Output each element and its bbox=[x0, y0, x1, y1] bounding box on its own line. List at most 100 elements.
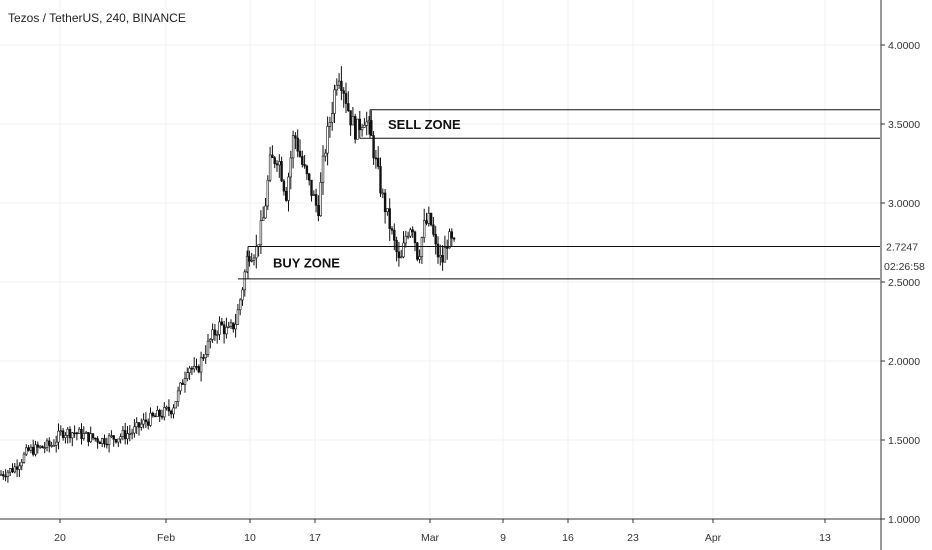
candle bbox=[450, 228, 453, 247]
candle bbox=[193, 357, 196, 373]
last-price-label: 2.7247 bbox=[886, 241, 918, 253]
candle bbox=[25, 444, 28, 457]
candle bbox=[68, 426, 72, 443]
candle bbox=[388, 198, 391, 241]
candle bbox=[9, 467, 12, 477]
candle bbox=[4, 469, 7, 482]
candle bbox=[59, 425, 63, 436]
candle bbox=[342, 87, 345, 108]
candle bbox=[255, 234, 258, 269]
candle bbox=[71, 432, 74, 447]
candle bbox=[250, 252, 253, 263]
candle bbox=[259, 210, 263, 254]
price-scale[interactable]: 1.0000 1.5000 2.0000 2.5000 3.0000 3.5000 4.00… bbox=[881, 40, 920, 526]
candle bbox=[73, 425, 76, 438]
buy-zone[interactable]: BUY ZONE bbox=[238, 245, 880, 280]
candle bbox=[344, 82, 348, 113]
candle bbox=[271, 145, 274, 159]
candle bbox=[234, 313, 237, 338]
candle bbox=[452, 236, 456, 242]
candle bbox=[427, 206, 430, 227]
candle bbox=[268, 146, 272, 183]
candle bbox=[41, 445, 44, 449]
x-tick-label: Apr bbox=[705, 532, 722, 544]
candle bbox=[340, 66, 343, 101]
x-tick-label: 23 bbox=[627, 532, 639, 544]
candle bbox=[20, 458, 23, 471]
candle bbox=[29, 444, 33, 454]
candle bbox=[305, 164, 309, 180]
candle bbox=[280, 156, 283, 183]
candle bbox=[167, 399, 171, 417]
candle bbox=[236, 303, 240, 325]
candle bbox=[91, 433, 95, 441]
candle bbox=[89, 426, 92, 443]
candle bbox=[413, 230, 417, 252]
candle bbox=[45, 438, 49, 452]
candle bbox=[6, 469, 10, 483]
candle bbox=[199, 351, 203, 382]
candle bbox=[170, 409, 173, 419]
candle bbox=[252, 254, 256, 266]
candle bbox=[34, 440, 37, 457]
candle bbox=[349, 110, 352, 136]
candle bbox=[411, 226, 414, 238]
candle bbox=[183, 371, 187, 393]
candle bbox=[432, 216, 435, 237]
candle bbox=[80, 423, 83, 445]
candle bbox=[326, 116, 329, 166]
candle bbox=[347, 91, 350, 112]
candle bbox=[61, 427, 65, 441]
candle bbox=[330, 101, 334, 131]
candle bbox=[38, 445, 42, 450]
candle bbox=[27, 445, 30, 452]
bar-countdown-label: 02:26:58 bbox=[884, 261, 925, 273]
candle bbox=[190, 365, 194, 375]
candle bbox=[439, 244, 442, 266]
candle bbox=[52, 439, 56, 447]
candle bbox=[75, 431, 79, 441]
candle bbox=[273, 156, 276, 169]
candle bbox=[402, 231, 405, 259]
candle bbox=[337, 73, 341, 89]
candle bbox=[112, 434, 115, 447]
time-scale[interactable]: 20 Feb 10 17 Mar 9 16 23 Apr 13 bbox=[54, 519, 831, 544]
y-tick-label: 4.0000 bbox=[888, 40, 920, 52]
candle bbox=[312, 190, 315, 196]
candle bbox=[239, 298, 242, 316]
candle bbox=[64, 432, 67, 444]
candle bbox=[206, 333, 210, 358]
sell-zone[interactable]: SELL ZONE bbox=[360, 109, 880, 139]
x-tick-label: Feb bbox=[157, 532, 175, 544]
candle bbox=[425, 212, 428, 226]
candle bbox=[181, 379, 184, 385]
candle bbox=[363, 118, 366, 128]
candle bbox=[291, 130, 295, 169]
candle bbox=[319, 172, 322, 217]
candle bbox=[264, 198, 267, 219]
candle bbox=[43, 442, 46, 454]
candle bbox=[153, 413, 157, 418]
candle bbox=[222, 320, 226, 344]
candle bbox=[298, 139, 302, 158]
candle bbox=[278, 154, 281, 178]
candle bbox=[372, 131, 375, 165]
candle bbox=[87, 432, 90, 447]
candle bbox=[147, 418, 150, 430]
candle bbox=[445, 239, 449, 260]
candle bbox=[296, 129, 299, 158]
candle bbox=[406, 231, 410, 240]
candle bbox=[22, 451, 26, 464]
candle bbox=[50, 441, 53, 448]
candle bbox=[0, 470, 3, 476]
candle bbox=[130, 428, 134, 440]
chart-grid bbox=[0, 0, 881, 520]
candle bbox=[360, 123, 364, 137]
candle bbox=[266, 175, 269, 210]
candle bbox=[142, 413, 145, 429]
candle bbox=[57, 423, 60, 450]
price-scale-bg bbox=[881, 0, 932, 550]
candle bbox=[335, 78, 338, 96]
zone-label: SELL ZONE bbox=[388, 117, 461, 132]
